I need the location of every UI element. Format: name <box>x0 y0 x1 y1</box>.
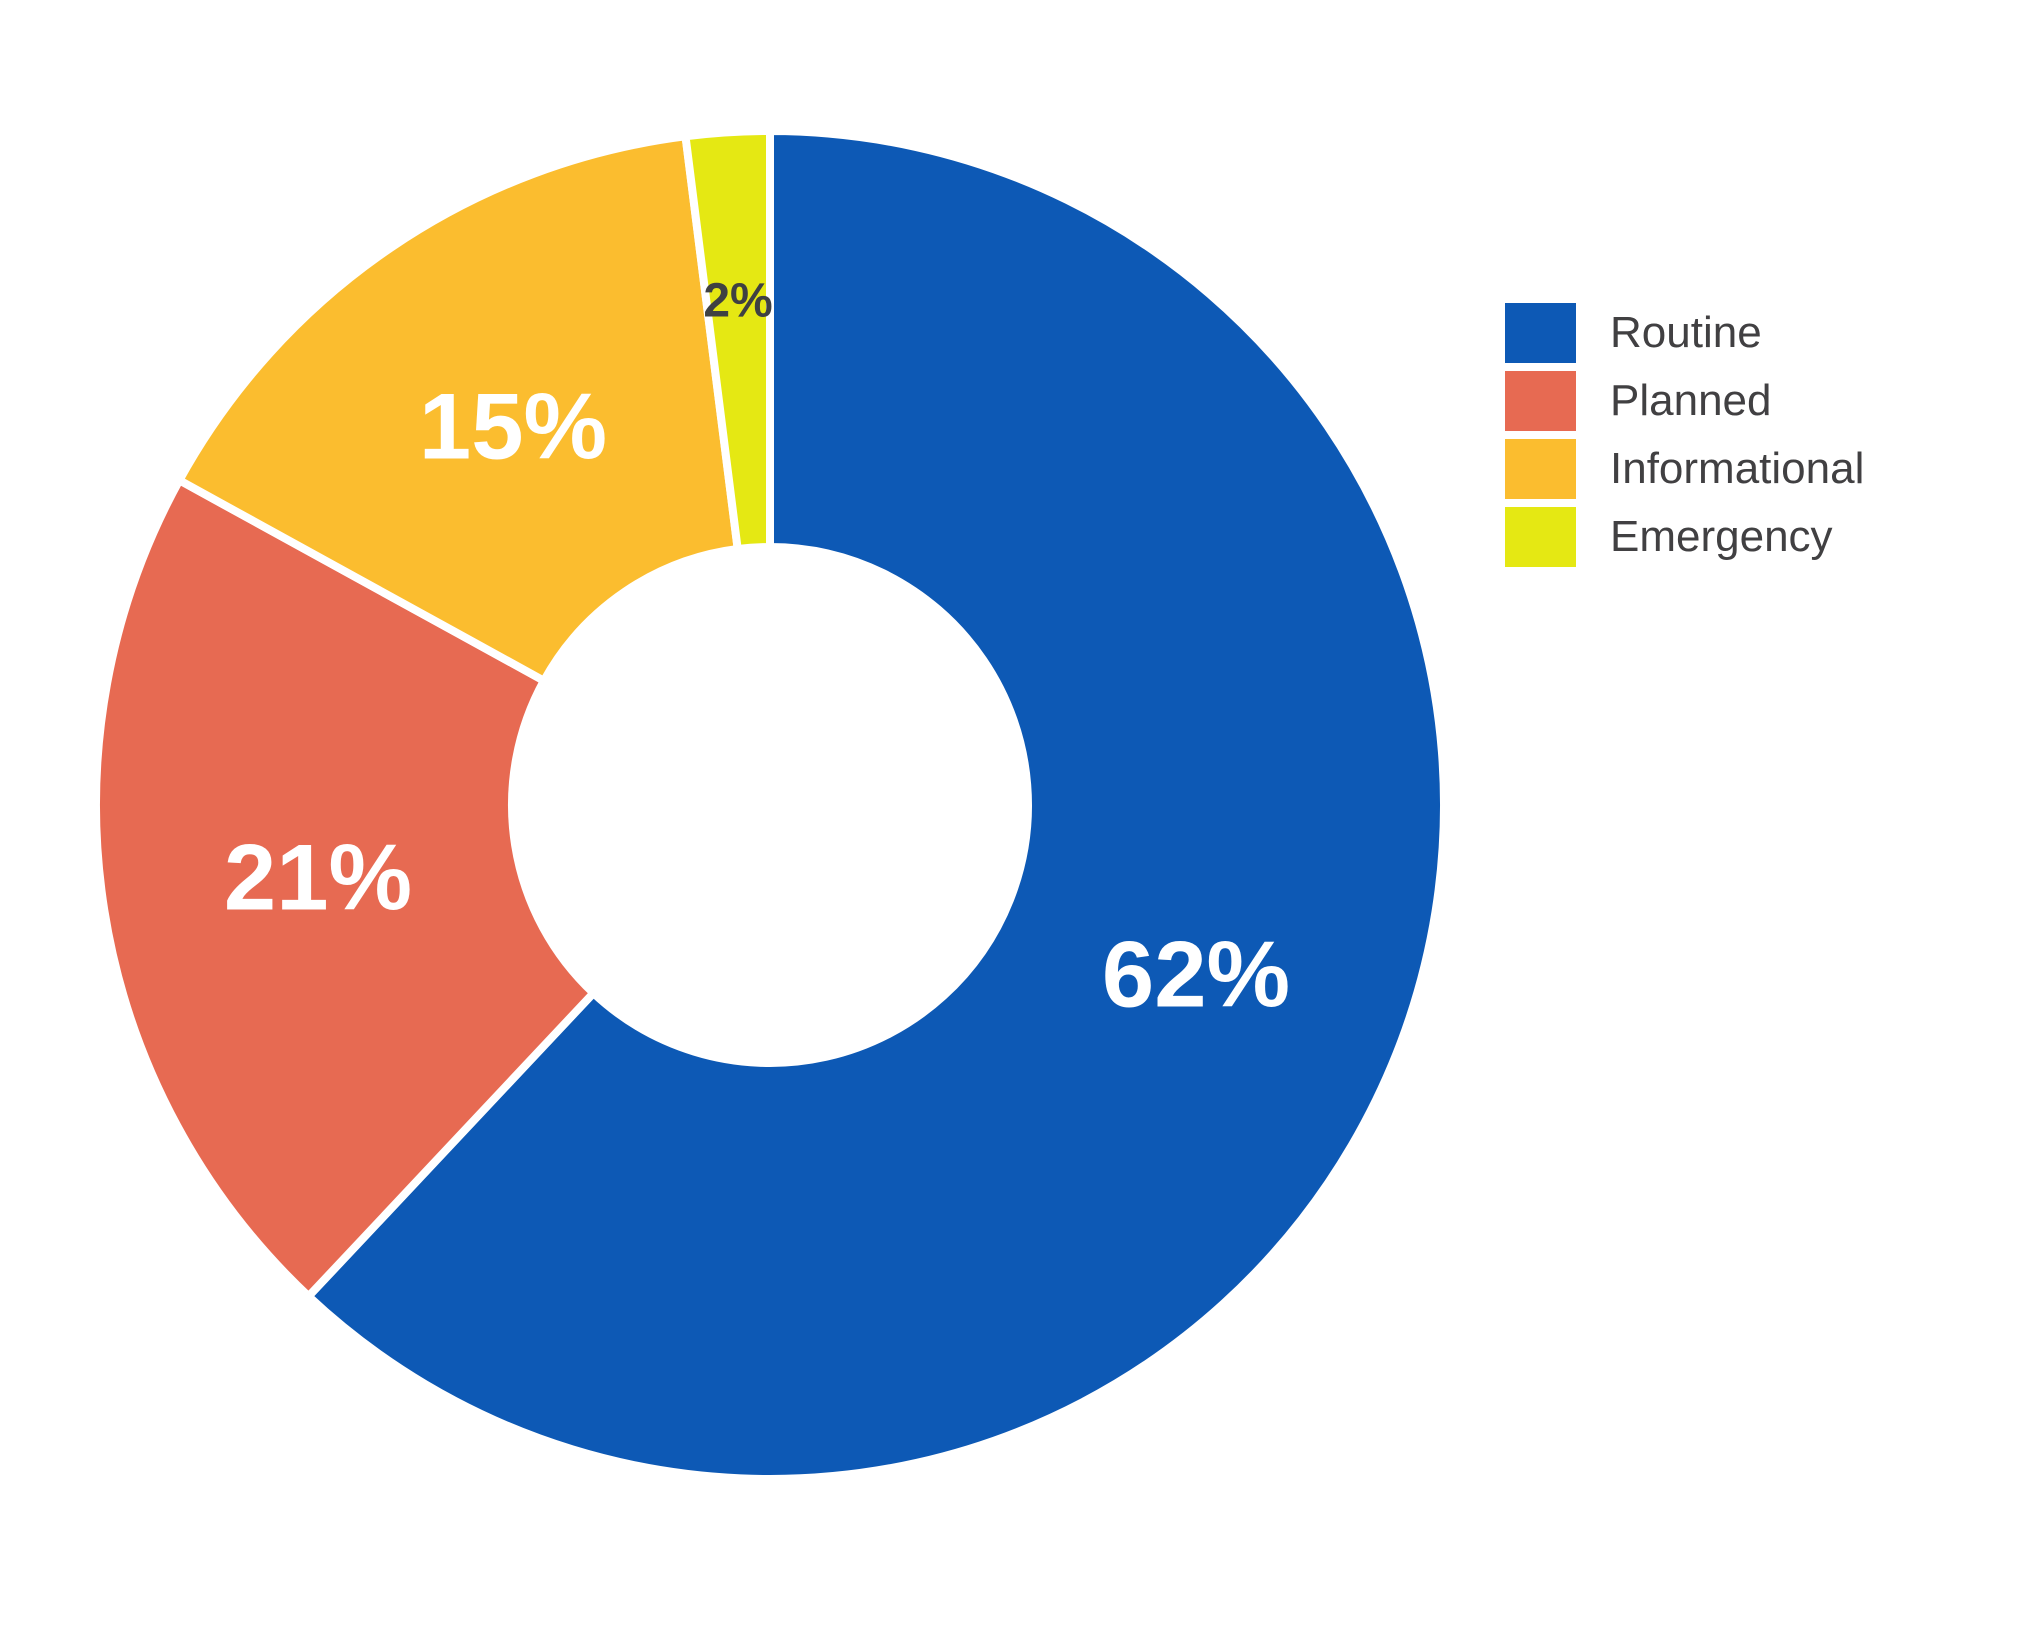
slice-value-label-routine: 62% <box>1102 922 1290 1027</box>
donut-slices <box>92 126 1448 1483</box>
legend: Routine Planned Informational Emergency <box>1505 303 1864 575</box>
slice-value-label-planned: 21% <box>224 825 412 930</box>
legend-swatch-informational <box>1505 439 1576 499</box>
legend-swatch-emergency <box>1505 507 1576 567</box>
legend-item-emergency: Emergency <box>1505 507 1864 567</box>
legend-label-informational: Informational <box>1610 444 1865 493</box>
slice-planned <box>92 476 598 1301</box>
legend-item-planned: Planned <box>1505 371 1864 431</box>
slice-informational <box>175 132 742 685</box>
slice-emergency <box>681 126 774 553</box>
slice-value-label-emergency: 2% <box>703 275 772 328</box>
legend-swatch-routine <box>1505 303 1576 363</box>
legend-item-routine: Routine <box>1505 303 1864 363</box>
slice-routine <box>304 127 1448 1483</box>
legend-label-emergency: Emergency <box>1610 512 1833 561</box>
donut-value-labels: 62% 21% 15% 2% <box>224 275 1290 1027</box>
legend-item-informational: Informational <box>1505 439 1864 499</box>
legend-label-routine: Routine <box>1610 308 1762 357</box>
legend-swatch-planned <box>1505 371 1576 431</box>
legend-label-planned: Planned <box>1610 376 1772 425</box>
slice-value-label-informational: 15% <box>419 374 607 479</box>
